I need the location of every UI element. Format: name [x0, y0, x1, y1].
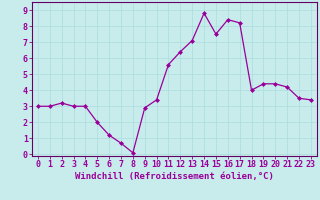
X-axis label: Windchill (Refroidissement éolien,°C): Windchill (Refroidissement éolien,°C): [75, 172, 274, 181]
